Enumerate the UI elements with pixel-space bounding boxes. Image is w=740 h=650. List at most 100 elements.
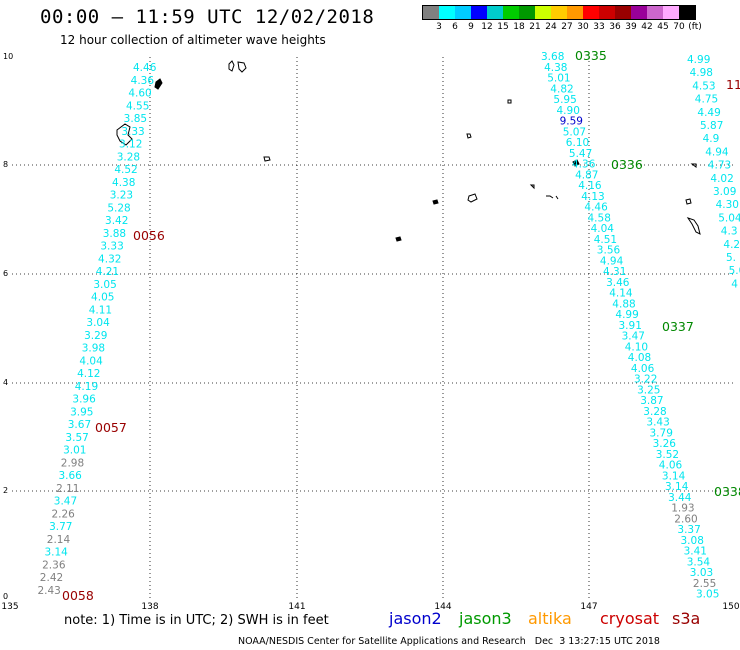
wave-height-value: 4.82 — [550, 83, 573, 95]
note-text: note: 1) Time is in UTC; 2) SWH is in fe… — [64, 613, 329, 628]
track-time-label: 0057 — [95, 420, 127, 435]
wave-height-value: 4.21 — [96, 266, 119, 278]
legend-label: 12 — [481, 22, 493, 32]
wave-height-value: 3.91 — [619, 320, 642, 332]
wave-height-value: 4.06 — [631, 363, 655, 375]
legend-swatch — [551, 6, 567, 19]
wave-height-value: 4.06 — [659, 460, 683, 472]
wave-height-value: 3.33 — [100, 241, 123, 253]
legend-label: 33 — [593, 22, 605, 32]
wave-height-value: 4.51 — [594, 234, 617, 246]
wave-height-value: 2.26 — [51, 508, 75, 520]
wave-height-value: 4.53 — [692, 80, 715, 92]
wave-height-value: 2.60 — [674, 513, 697, 525]
legend-swatch — [599, 6, 615, 19]
track-time-label: 0056 — [133, 228, 165, 243]
wave-height-value: 4.14 — [609, 288, 633, 300]
wave-height-value: 4.99 — [615, 309, 638, 321]
wave-height-value: 4.60 — [128, 88, 151, 100]
wave-height-value: 4 — [731, 278, 738, 290]
island-atoll-6 — [395, 236, 402, 242]
page-subtitle: 12 hour collection of altimeter wave hei… — [60, 33, 326, 47]
x-tick-label: 138 — [141, 602, 159, 612]
wave-height-value: 5.07 — [563, 126, 586, 138]
satellite-label-s3a: s3a — [672, 609, 701, 628]
island-outlines — [116, 60, 701, 242]
wave-height-value: 4.32 — [98, 253, 121, 265]
wave-height-value: 4.16 — [578, 180, 602, 192]
wave-height-value: 3.28 — [643, 406, 666, 418]
wave-height-value: 3.22 — [634, 374, 657, 386]
legend-labels: 3 6 9 12 15 18 21 24 27 30 33 36 39 42 45 70 (ft) — [422, 20, 702, 32]
wave-height-value: 4.46 — [133, 62, 157, 74]
wave-height-value: 4.88 — [612, 298, 635, 310]
wave-height-value: 4.75 — [695, 94, 718, 106]
wave-height-value: 4.36 — [572, 159, 596, 171]
wave-height-value: 5. — [726, 252, 736, 264]
wave-height-value: 4.13 — [581, 191, 604, 203]
y-tick-label: 0 — [3, 592, 9, 601]
wave-height-value: 4.9 — [703, 133, 720, 145]
x-tick-label: 141 — [288, 602, 306, 612]
island-chuuk-1 — [685, 198, 692, 205]
wave-height-value: 3.47 — [622, 331, 645, 343]
island-atoll-3 — [467, 193, 478, 203]
y-tick-label: 2 — [3, 486, 9, 495]
legend-label: 21 — [529, 22, 541, 32]
island-ngulu — [154, 78, 163, 90]
wave-height-value: 1.93 — [671, 503, 694, 515]
wave-height-value: 2.14 — [47, 534, 71, 546]
wave-height-value: 2.36 — [42, 559, 66, 571]
wave-height-value: 4.87 — [575, 169, 598, 181]
y-tick-label: 8 — [3, 160, 9, 169]
track-time-label: 0338 — [714, 484, 740, 499]
island-yap-east-2 — [466, 133, 472, 139]
wave-height-value: 4.05 — [91, 292, 114, 304]
wave-height-value: 4.58 — [588, 212, 611, 224]
wave-height-value: 5.28 — [107, 202, 130, 214]
track-time-label: 0058 — [62, 588, 94, 603]
wave-height-value: 3.43 — [646, 417, 669, 429]
wave-height-value: 4.11 — [89, 304, 112, 316]
legend-label: 27 — [561, 22, 573, 32]
wave-height-value: 4.04 — [79, 355, 103, 367]
wave-height-value: 4.38 — [544, 62, 567, 74]
wave-height-value: 4.94 — [705, 146, 729, 158]
island-atoll-4 — [529, 184, 535, 190]
wave-height-value: 3.67 — [68, 419, 91, 431]
island-chuuk-3 — [690, 163, 697, 168]
legend-swatch — [519, 6, 535, 19]
wave-height-value: 4.31 — [603, 266, 626, 278]
wave-height-value: 3.14 — [665, 481, 689, 493]
legend-label: 9 — [468, 22, 474, 32]
wave-height-value: 3.57 — [65, 432, 88, 444]
legend-swatch — [567, 6, 583, 19]
wave-height-value: 3.88 — [103, 228, 126, 240]
legend-swatch — [663, 6, 679, 19]
wave-height-value: 3.42 — [105, 215, 128, 227]
wave-height-value: 4.38 — [112, 177, 135, 189]
track-time-label: 0337 — [662, 319, 694, 334]
wave-height-value: 6.10 — [566, 137, 589, 149]
legend-label: 70 — [673, 22, 685, 32]
legend-label: 18 — [513, 22, 525, 32]
legend-swatch — [487, 6, 503, 19]
wave-height-value: 3.47 — [54, 496, 77, 508]
wave-height-value: 5.01 — [547, 73, 570, 85]
wave-height-value: 3.66 — [58, 470, 82, 482]
legend-color-bar — [422, 5, 696, 20]
wave-height-value: 2.98 — [61, 457, 84, 469]
wave-height-value: 3.08 — [681, 535, 704, 547]
grid-lines — [12, 57, 736, 600]
legend-label: 3 — [436, 22, 442, 32]
legend-swatch — [471, 6, 487, 19]
wave-height-value: 3.87 — [640, 395, 663, 407]
wave-height-value: 4.02 — [710, 173, 733, 185]
satellite-label-altika: altika — [528, 609, 572, 628]
legend-swatch — [679, 6, 695, 19]
wave-height-value: 3.03 — [690, 567, 713, 579]
wave-height-value: 4.36 — [131, 75, 155, 87]
wave-height-value: 3.52 — [656, 449, 679, 461]
island-palau — [116, 123, 133, 146]
